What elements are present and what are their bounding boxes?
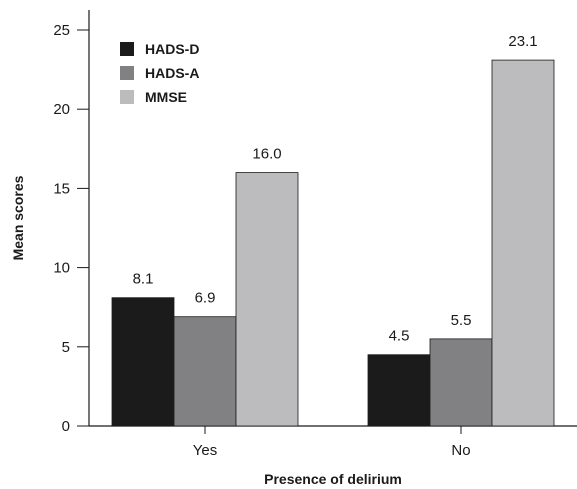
data-label: 23.1 bbox=[508, 33, 537, 50]
data-label: 4.5 bbox=[389, 328, 410, 345]
x-tick-label: No bbox=[451, 442, 470, 459]
y-axis-title: Mean scores bbox=[10, 175, 26, 260]
y-tick-label: 20 bbox=[53, 101, 70, 118]
bar-hads-d-no bbox=[367, 354, 431, 427]
y-tick-label: 15 bbox=[53, 180, 70, 197]
y-tick-label: 10 bbox=[53, 260, 70, 277]
bar-mmse-no bbox=[491, 59, 555, 427]
y-axis-ticks: 0 5 10 15 20 25 bbox=[53, 22, 89, 435]
bar-mmse-yes bbox=[235, 172, 299, 427]
legend-label: HADS-A bbox=[145, 65, 199, 81]
legend: HADS-D HADS-A MMSE bbox=[120, 41, 199, 105]
legend-swatch bbox=[120, 66, 134, 80]
x-tick-label: Yes bbox=[193, 442, 217, 459]
legend-label: HADS-D bbox=[145, 41, 199, 57]
data-label: 6.9 bbox=[195, 290, 216, 307]
data-labels: 8.1 6.9 16.0 4.5 5.5 23.1 bbox=[133, 33, 538, 345]
legend-swatch bbox=[120, 42, 134, 56]
x-axis-title: Presence of delirium bbox=[264, 471, 402, 487]
bars bbox=[111, 59, 555, 427]
y-tick-label: 0 bbox=[62, 418, 70, 435]
bar-hads-d-yes bbox=[111, 297, 175, 427]
data-label: 5.5 bbox=[451, 312, 472, 329]
y-tick-label: 25 bbox=[53, 22, 70, 39]
data-label: 8.1 bbox=[133, 271, 154, 288]
legend-swatch bbox=[120, 90, 134, 104]
data-label: 16.0 bbox=[252, 146, 281, 163]
y-tick-label: 5 bbox=[62, 339, 70, 356]
bar-hads-a-no bbox=[429, 338, 493, 427]
bar-hads-a-yes bbox=[173, 316, 237, 427]
x-axis-ticks: Yes No bbox=[193, 426, 471, 459]
legend-label: MMSE bbox=[145, 89, 187, 105]
